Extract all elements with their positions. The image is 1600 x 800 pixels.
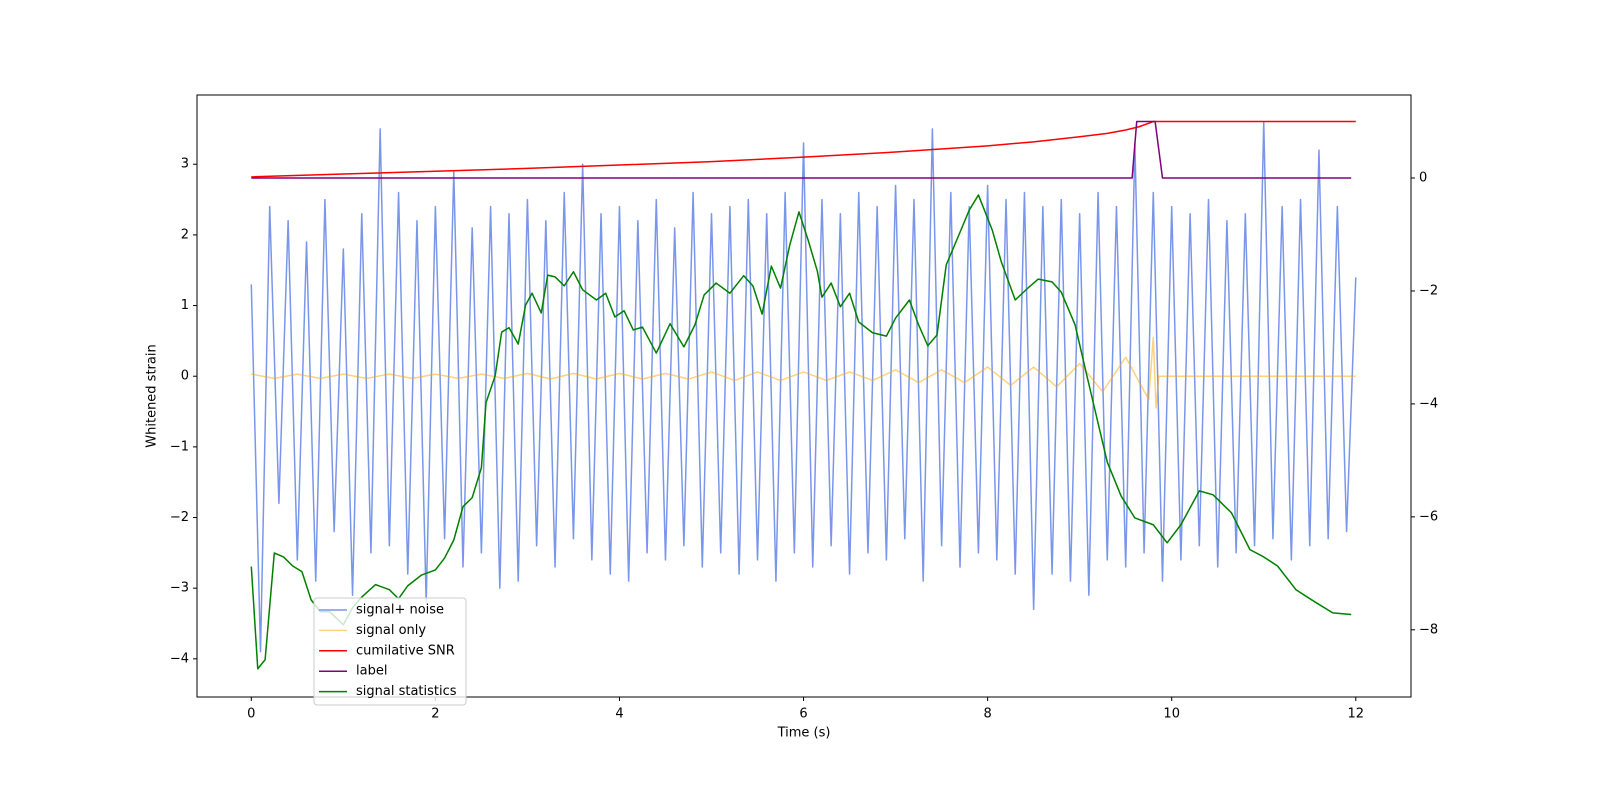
x-tick-label: 4 xyxy=(615,707,623,722)
legend: signal+ noise signal only cumilative SNR la… xyxy=(313,597,467,706)
x-tick-label: 12 xyxy=(1348,707,1365,722)
y-axis-label: Whitened strain xyxy=(145,344,160,447)
legend-label: cumilative SNR xyxy=(356,643,455,658)
x-tick-label: 6 xyxy=(799,707,807,722)
series-line xyxy=(250,194,1352,670)
y-tick-label: 3 xyxy=(181,157,189,172)
legend-label: signal only xyxy=(356,623,426,638)
series-line xyxy=(251,120,1352,179)
legend-label: signal statistics xyxy=(356,684,457,699)
series-line xyxy=(251,336,1356,409)
y2-tick-label: −4 xyxy=(1419,396,1438,411)
y-tick-label: 2 xyxy=(181,227,189,242)
legend-label: label xyxy=(356,664,387,679)
series-line xyxy=(250,121,1357,653)
x-tick-label: 8 xyxy=(983,707,991,722)
y-tick-label: −3 xyxy=(170,581,189,596)
y-tick-label: −1 xyxy=(170,439,189,454)
y-tick-label: 1 xyxy=(181,298,189,313)
y2-tick-label: −6 xyxy=(1419,509,1438,524)
y2-tick-label: −8 xyxy=(1419,622,1438,637)
y-tick-label: −2 xyxy=(170,510,189,525)
y2-tick-label: 0 xyxy=(1419,171,1427,186)
y-tick-label: 0 xyxy=(181,369,189,384)
plot-area xyxy=(250,120,1357,670)
x-axis-label: Time (s) xyxy=(777,726,831,741)
series-line xyxy=(251,120,1356,178)
y-tick-label: −4 xyxy=(170,651,189,666)
y2-tick-label: −2 xyxy=(1419,283,1438,298)
x-tick-label: 0 xyxy=(247,707,255,722)
x-tick-label: 2 xyxy=(431,707,439,722)
x-tick-label: 10 xyxy=(1163,707,1180,722)
legend-label: signal+ noise xyxy=(356,603,444,618)
legend-box xyxy=(313,597,467,706)
